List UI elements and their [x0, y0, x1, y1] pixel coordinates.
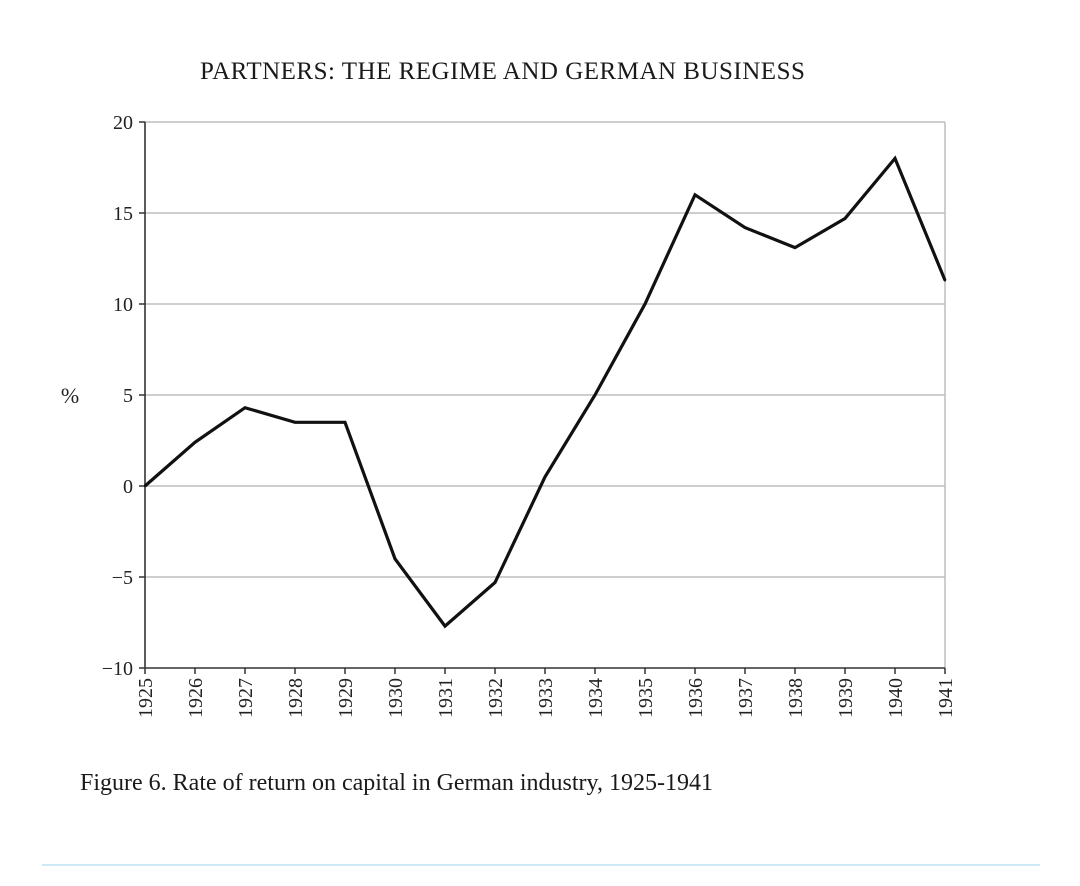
data-point: [193, 441, 197, 444]
x-tick-label: 1939: [835, 678, 857, 718]
data-point: [543, 475, 547, 479]
data-point: [393, 557, 397, 560]
data-point: [693, 193, 697, 196]
data-point: [943, 279, 947, 282]
y-tick-label: −10: [102, 658, 133, 680]
x-tick-label: 1926: [185, 678, 207, 718]
y-tick-label: 5: [123, 385, 133, 407]
data-point: [843, 217, 847, 220]
x-tick-label: 1933: [535, 678, 557, 718]
x-tick-label: 1935: [635, 678, 657, 718]
chart-ticks: −10 −5 0 5 10 15 20 1925 1926 1927 1928 1929 1930 193…: [102, 112, 957, 718]
figure-caption: Figure 6. Rate of return on capital in G…: [80, 770, 713, 796]
y-tick-label: 10: [113, 294, 133, 316]
series-line: [143, 155, 947, 629]
data-point: [643, 302, 647, 306]
x-tick-label: 1941: [935, 678, 957, 718]
data-point: [593, 393, 597, 397]
y-tick-label: 20: [113, 112, 133, 134]
x-tick-label: 1929: [335, 678, 357, 718]
x-tick-label: 1936: [685, 678, 707, 718]
x-tick-label: 1925: [135, 678, 157, 718]
x-tick-label: 1927: [235, 678, 257, 718]
line-chart: −10 −5 0 5 10 15 20 1925 1926 1927 1928 1929 1930 193…: [61, 112, 957, 718]
data-point: [343, 421, 347, 424]
data-point: [893, 157, 897, 160]
data-point: [293, 421, 297, 424]
x-tick-label: 1940: [885, 678, 907, 718]
x-tick-label: 1932: [485, 678, 507, 718]
running-head: PARTNERS: THE REGIME AND GERMAN BUSINESS: [200, 58, 806, 85]
data-point: [143, 484, 147, 488]
x-tick-label: 1931: [435, 678, 457, 718]
x-tick-label: 1930: [385, 678, 407, 718]
data-point: [243, 406, 247, 409]
chart-series: [143, 155, 947, 629]
y-tick-label: 15: [113, 203, 133, 225]
y-tick-label: −5: [112, 567, 133, 589]
data-point: [443, 624, 447, 628]
data-point: [793, 246, 797, 249]
data-point: [493, 581, 497, 584]
x-tick-label: 1938: [785, 678, 807, 718]
x-tick-label: 1928: [285, 678, 307, 718]
y-tick-label: 0: [123, 476, 133, 498]
x-tick-label: 1934: [585, 678, 607, 718]
x-tick-label: 1937: [735, 678, 757, 718]
divider: [42, 864, 1040, 866]
data-point: [743, 226, 747, 229]
y-axis-label: %: [61, 383, 79, 408]
chart-grid: [145, 121, 946, 668]
